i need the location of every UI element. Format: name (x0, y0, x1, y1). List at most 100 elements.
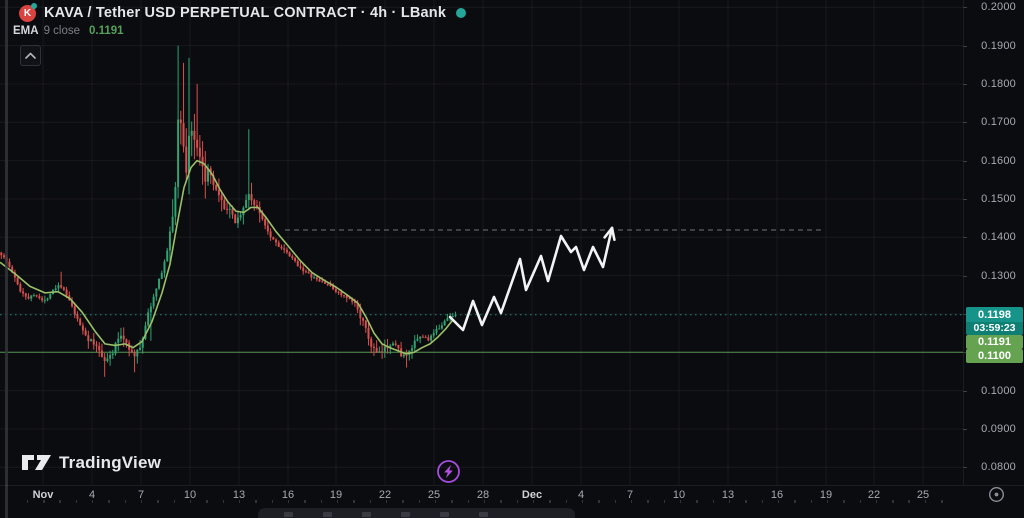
toolbar-glyph (479, 512, 488, 517)
price-axis-tick (963, 83, 967, 85)
time-axis-minor-tick (59, 500, 61, 503)
price-axis-label: 0.1800 (981, 77, 1016, 90)
kava-logo-icon: K (19, 2, 37, 22)
toolbar-glyph (401, 512, 410, 517)
kava-logo-dot (31, 2, 37, 9)
indicator-legend[interactable]: EMA 9 close 0.1191 (13, 25, 124, 37)
price-axis-tick (963, 352, 967, 354)
candles (0, 45, 457, 377)
price-axis-tick (963, 275, 967, 277)
time-axis-label: 4 (88, 489, 96, 501)
time-axis-minor-tick (859, 500, 861, 503)
bar-countdown: 03:59:23 (966, 321, 1023, 335)
level-price-label: 0.1100 (966, 349, 1023, 364)
time-axis-minor-tick (663, 500, 666, 503)
time-axis-minor-tick (434, 500, 437, 503)
indicator-value: 0.1191 (89, 25, 124, 37)
time-axis-minor-tick (173, 500, 176, 503)
tradingview-logo[interactable]: TradingView (21, 453, 161, 473)
time-axis-minor-tick (941, 500, 943, 503)
tradingview-logo-text: TradingView (59, 453, 162, 472)
time-axis-minor-tick (189, 500, 192, 503)
time-axis-minor-tick (745, 500, 747, 503)
price-axis-tick (963, 198, 967, 200)
time-axis-minor-tick (75, 500, 78, 503)
time-axis-minor-tick (26, 500, 29, 503)
price-axis-tick (963, 122, 967, 124)
time-axis-minor-tick (206, 500, 208, 503)
time-axis-minor-tick (222, 500, 225, 503)
bottom-toolbar[interactable] (258, 508, 575, 518)
toolbar-glyph (323, 512, 332, 517)
time-axis-label: 22 (378, 489, 392, 501)
last-price-label: 0.1198 03:59:23 (966, 306, 1023, 335)
time-axis-divider (0, 485, 1024, 486)
time-axis-minor-tick (500, 500, 502, 503)
time-axis-label: 28 (476, 489, 490, 501)
time-axis-minor-tick (271, 500, 274, 503)
indicator-name: EMA (13, 25, 39, 37)
time-axis-minor-tick (91, 500, 94, 503)
indicator-params: 9 close (43, 25, 80, 37)
price-axis[interactable]: 0.2000 0.1900 0.1800 0.1700 0.1600 0.1500 0.14… (963, 0, 1024, 485)
symbol-title[interactable]: KAVA / Tether USD PERPETUAL CONTRACT · 4… (44, 5, 447, 21)
ema-line[interactable] (0, 159, 454, 355)
time-axis-minor-tick (598, 500, 600, 503)
last-price-value: 0.1198 (966, 306, 1023, 322)
collapse-legend-button[interactable] (20, 45, 41, 66)
price-axis-label: 0.1300 (981, 269, 1016, 282)
time-axis-minor-tick (43, 500, 45, 503)
time-axis-minor-tick (124, 500, 127, 503)
time-axis-minor-tick (892, 500, 894, 503)
time-axis-minor-tick (451, 500, 453, 503)
time-axis-label: Dec (521, 489, 543, 501)
time-axis-minor-tick (516, 500, 519, 503)
time-axis-minor-tick (728, 500, 731, 503)
lightning-icon[interactable] (436, 459, 461, 484)
target-icon[interactable] (988, 486, 1005, 503)
time-axis-minor-tick (875, 500, 878, 503)
candlestick-chart[interactable] (0, 0, 963, 485)
time-axis[interactable]: Nov 4 7 10 13 16 19 22 25 28 Dec 4 7 10 13 16 19 22 25 (0, 485, 1024, 518)
time-axis-minor-tick (320, 500, 323, 503)
time-axis-minor-tick (565, 500, 568, 503)
time-axis-minor-tick (761, 500, 764, 503)
price-axis-tick (963, 467, 967, 469)
price-axis-tick (963, 237, 967, 239)
price-axis-label: 0.1600 (981, 154, 1016, 167)
price-axis-divider (963, 0, 964, 485)
chevron-up-icon (25, 52, 36, 59)
time-axis-minor-tick (777, 500, 780, 503)
price-axis-label: 0.1000 (981, 384, 1016, 397)
time-axis-minor-tick (369, 500, 372, 503)
toolbar-glyph (284, 512, 293, 517)
market-status-dot[interactable] (456, 8, 467, 18)
time-axis-label: 4 (577, 489, 585, 501)
time-axis-minor-tick (908, 500, 910, 503)
price-axis-label: 0.0800 (981, 461, 1016, 474)
time-axis-minor-tick (140, 500, 143, 503)
price-axis-tick (963, 390, 967, 392)
time-axis-label: 13 (721, 489, 735, 501)
time-axis-minor-tick (157, 500, 159, 503)
time-axis-label: 10 (183, 489, 197, 501)
time-axis-minor-tick (826, 500, 829, 503)
time-axis-minor-tick (843, 500, 845, 503)
price-axis-tick (963, 160, 967, 162)
time-axis-minor-tick (630, 500, 633, 503)
projection-arrow[interactable] (448, 226, 616, 332)
time-axis-minor-tick (108, 500, 110, 503)
time-axis-minor-tick (255, 500, 257, 503)
time-axis-label: 19 (819, 489, 833, 501)
price-axis-label: 0.1700 (981, 116, 1016, 129)
time-axis-minor-tick (402, 500, 404, 503)
time-axis-minor-tick (794, 500, 796, 503)
time-axis-label: 19 (329, 489, 343, 501)
time-axis-label: 16 (281, 489, 295, 501)
time-axis-label: 7 (137, 489, 145, 501)
price-axis-tick (963, 7, 967, 9)
time-axis-label: 22 (867, 489, 881, 501)
price-axis-tick (963, 313, 967, 315)
price-axis-label: 0.2000 (981, 1, 1016, 14)
tradingview-logo-icon (22, 455, 51, 470)
